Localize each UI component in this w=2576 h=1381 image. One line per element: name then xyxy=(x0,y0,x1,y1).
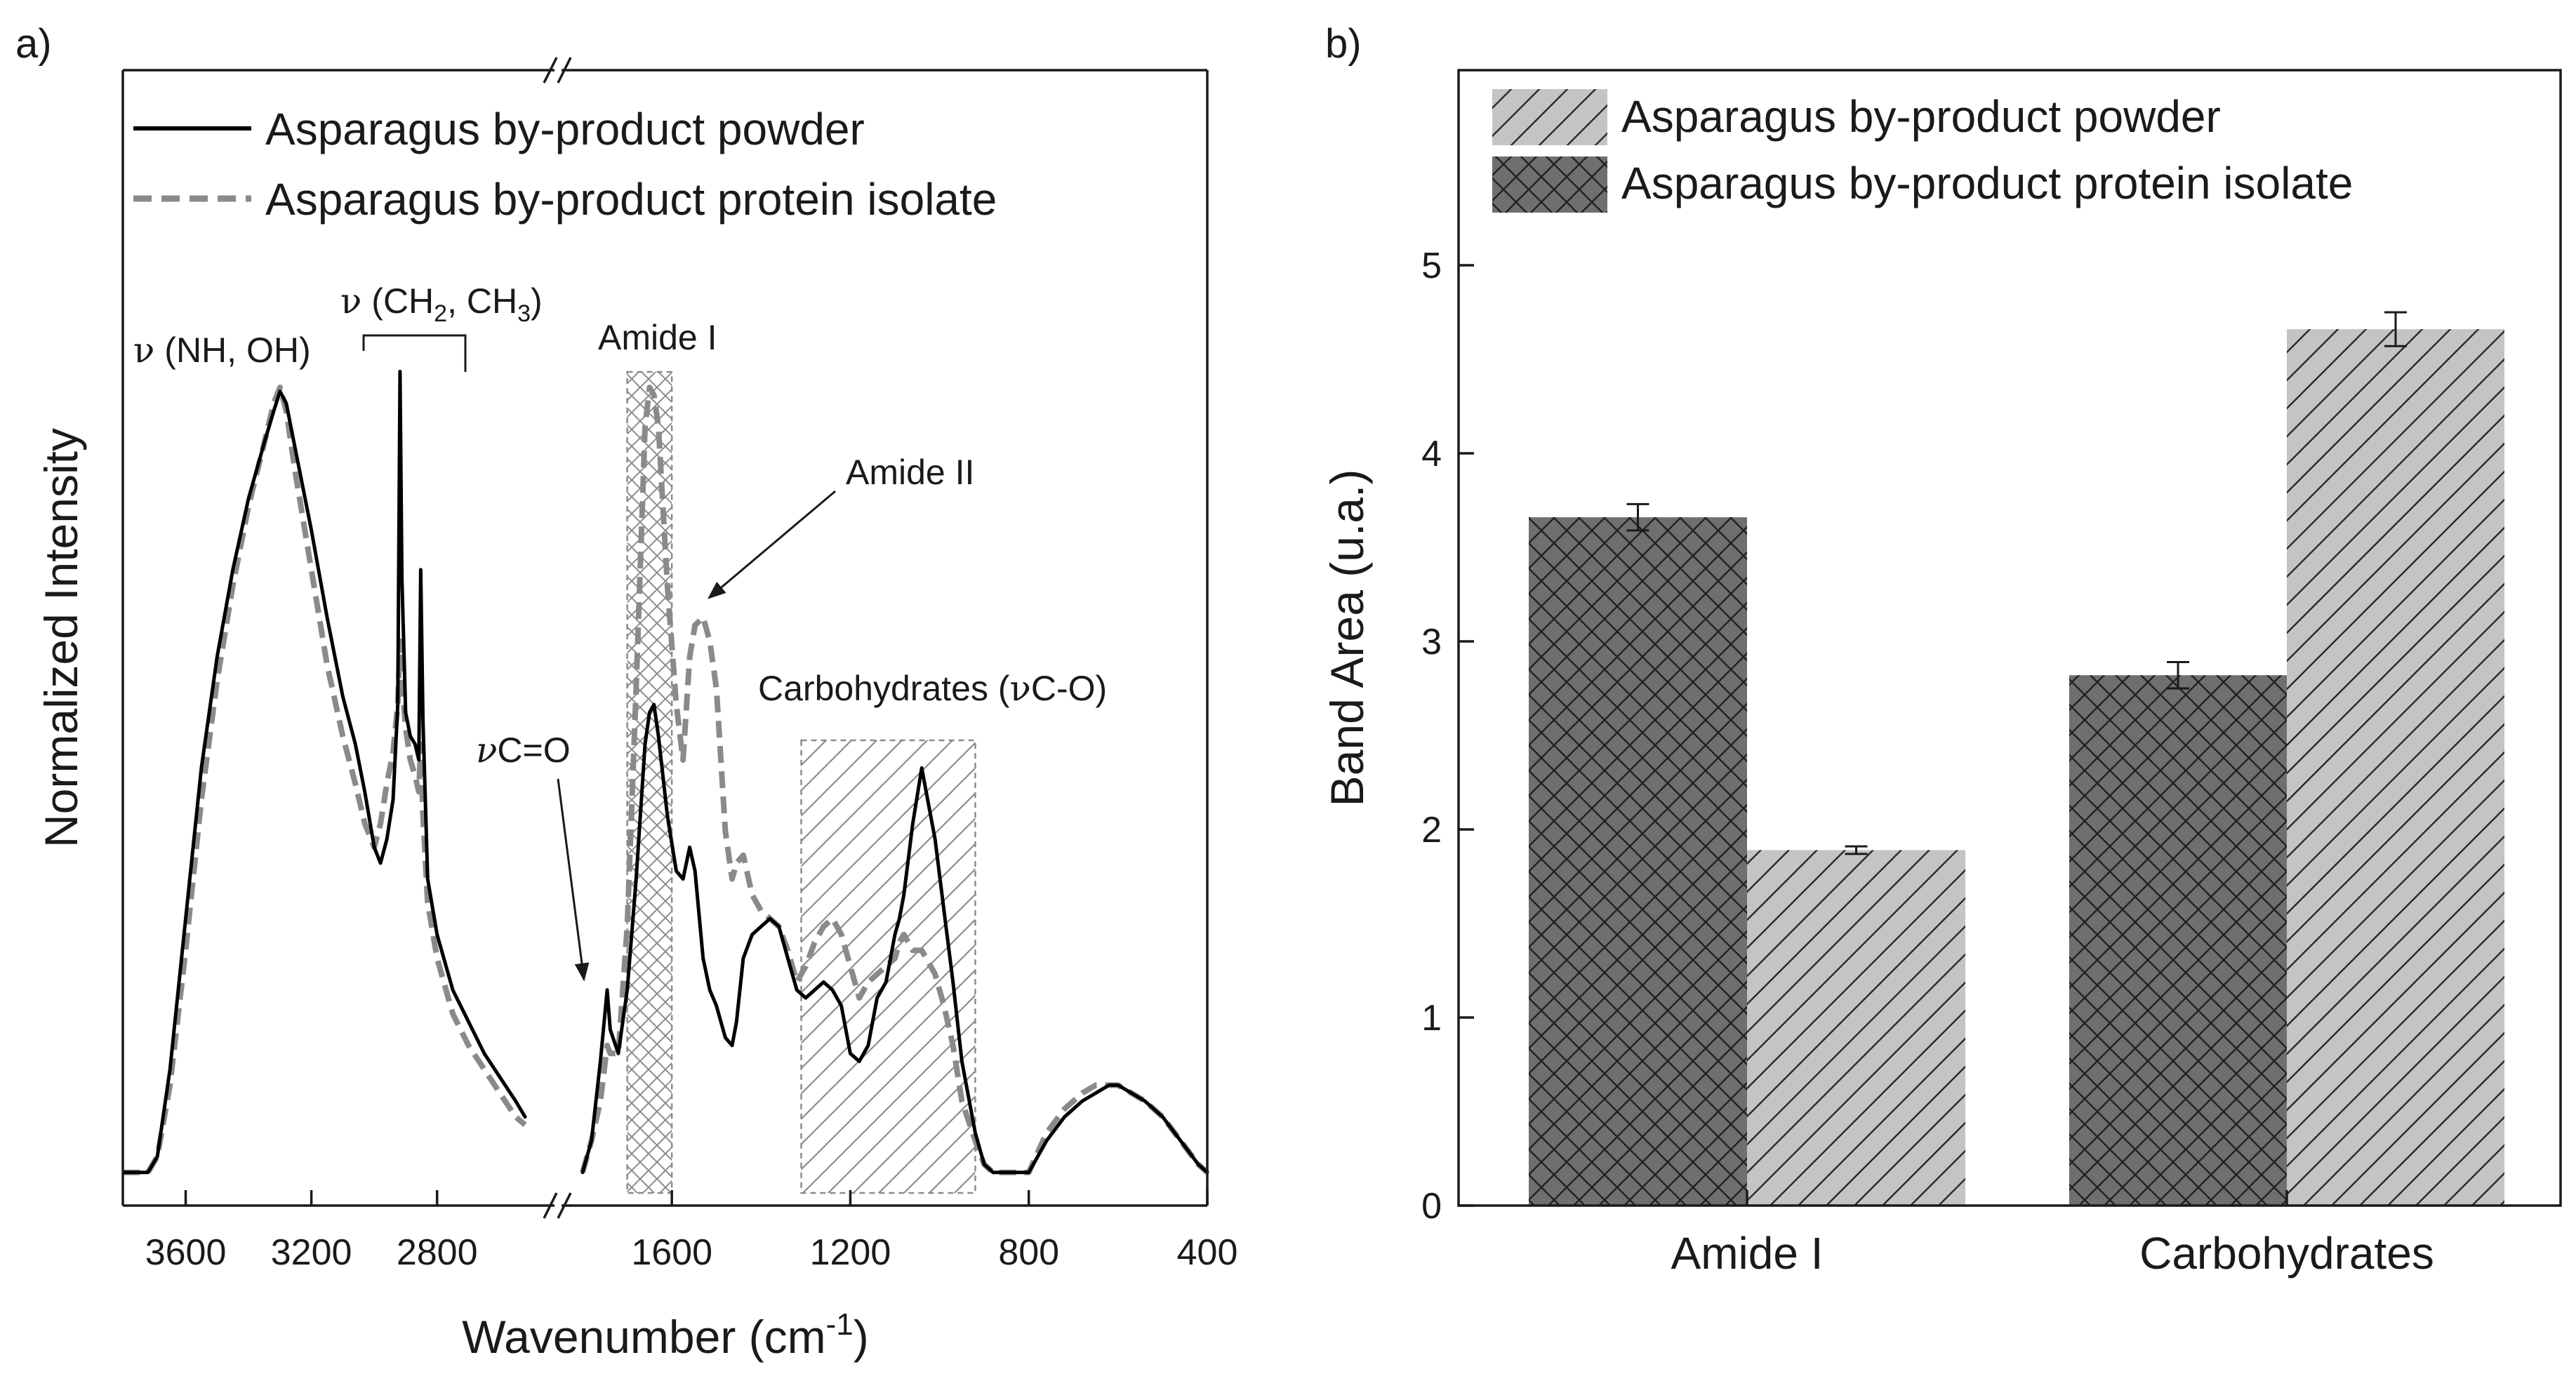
panel-a-legend: Asparagus by-product powder Asparagus by… xyxy=(133,104,997,225)
legend-label-isolate: Asparagus by-product protein isolate xyxy=(265,174,997,225)
x-tick-label-1600: 1600 xyxy=(631,1232,712,1273)
annotation-c-o: νC=O xyxy=(476,730,571,770)
annotation-amide-i: Amide I xyxy=(598,318,717,357)
bar-hatch-isolate-carbohydrates xyxy=(2069,675,2287,1206)
y-tick-label-0: 0 xyxy=(1421,1186,1442,1227)
panel-b-legend: Asparagus by-product powder Asparagus by… xyxy=(1492,89,2353,213)
panel-b-frame xyxy=(1457,69,2562,1207)
category-label-carbohydrates: Carbohydrates xyxy=(2139,1228,2434,1279)
panel-a: a) 3600 3200 2800 1600 1200 800 400 Normalized… xyxy=(15,21,1237,1363)
panel-b: b) 0 1 2 3 4 5 Amide I Carbohydrates Band Area… xyxy=(1321,21,2562,1279)
bar-hatch-isolate-amide-i xyxy=(1529,517,1747,1206)
axis-break-marks xyxy=(543,57,572,1219)
y-axis-title-b: Band Area (u.a.) xyxy=(1321,469,1373,807)
x-tick-label-400: 400 xyxy=(1177,1232,1238,1273)
y-tick-label-2: 2 xyxy=(1421,810,1442,850)
error-bar-isolate-carbohydrates xyxy=(2167,660,2189,690)
x-tick-label-2800: 2800 xyxy=(397,1232,478,1273)
legend-label-powder-b: Asparagus by-product powder xyxy=(1621,91,2221,142)
x-axis-title: Wavenumber (cm-1) xyxy=(462,1307,868,1363)
series-isolate-segment-1 xyxy=(123,385,527,1175)
annotation-amide-ii: Amide II xyxy=(846,453,974,492)
annotation-nh-oh: ν (NH, OH) xyxy=(133,330,311,371)
panel-a-annotations: ν (NH, OH) ν (CH2, CH3) Amide I Amide II… xyxy=(133,281,1107,982)
series-powder-segment-1 xyxy=(123,369,527,1175)
legend-swatch-isolate-hatch xyxy=(1492,156,1607,213)
spectra-curves xyxy=(123,369,1209,1175)
amide-ii-arrow xyxy=(708,490,836,599)
y-axis-title: Normalized Intensity xyxy=(35,428,87,848)
x-tick-label-1200: 1200 xyxy=(810,1232,891,1273)
annotation-ch2-ch3: ν (CH2, CH3) xyxy=(340,281,543,327)
panel-a-frame xyxy=(121,69,1209,1207)
x-tick-label-3600: 3600 xyxy=(145,1232,227,1273)
error-bar-powder-carbohydrates xyxy=(2384,311,2407,347)
legend-swatch-powder-hatch xyxy=(1492,89,1607,145)
bar-hatch-powder-amide-i xyxy=(1747,850,1965,1206)
x-axis-ticks: 3600 3200 2800 1600 1200 800 400 xyxy=(145,1190,1238,1273)
bar-hatch-powder-carbohydrates xyxy=(2287,329,2504,1206)
x-tick-label-800: 800 xyxy=(998,1232,1059,1273)
series-powder-segment-2 xyxy=(580,702,1209,1175)
panel-b-label: b) xyxy=(1325,21,1362,67)
bars xyxy=(1529,329,2504,1206)
legend-label-isolate-b: Asparagus by-product protein isolate xyxy=(1621,158,2353,208)
error-bar-isolate-amide-i xyxy=(1626,502,1649,532)
y-tick-label-5: 5 xyxy=(1421,246,1442,286)
error-bars xyxy=(1626,311,2407,855)
category-label-amide-i: Amide I xyxy=(1671,1228,1824,1279)
x-axis-categories: Amide I Carbohydrates xyxy=(1671,1190,2434,1279)
error-bar-powder-amide-i xyxy=(1845,845,1868,855)
legend-label-powder: Asparagus by-product powder xyxy=(265,104,865,154)
panel-a-label: a) xyxy=(15,21,52,67)
annotation-carbohydrates: Carbohydrates (νC-O) xyxy=(758,668,1107,709)
ch-bracket xyxy=(362,334,467,372)
y-tick-label-4: 4 xyxy=(1421,434,1442,474)
y-axis-ticks: 0 1 2 3 4 5 xyxy=(1421,246,1474,1227)
y-tick-label-1: 1 xyxy=(1421,998,1442,1039)
y-tick-label-3: 3 xyxy=(1421,622,1442,662)
x-tick-label-3200: 3200 xyxy=(271,1232,352,1273)
c-o-arrow xyxy=(557,778,590,982)
series-isolate-segment-2 xyxy=(580,385,1209,1175)
x-axis-title-superscript: -1 xyxy=(826,1307,854,1342)
